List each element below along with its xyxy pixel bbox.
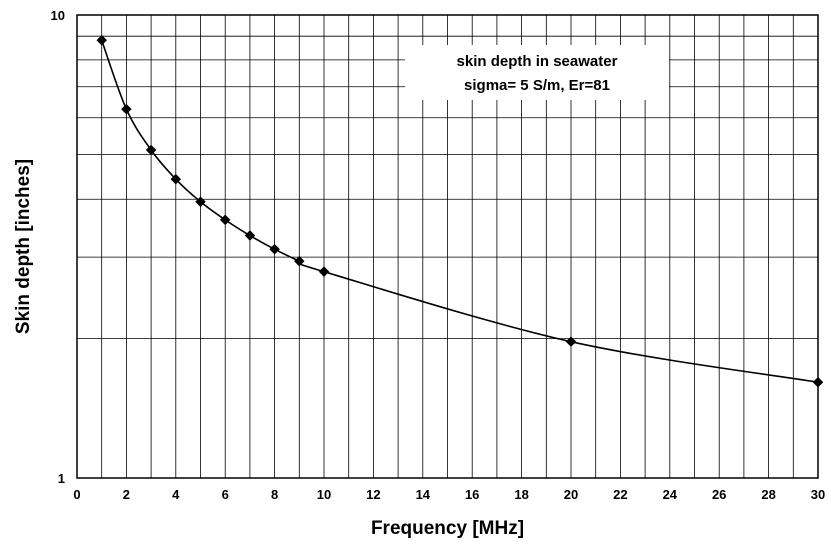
- y-tick-label: 1: [58, 471, 65, 486]
- x-axis-title: Frequency [MHz]: [371, 518, 524, 539]
- x-tick-label: 2: [123, 487, 130, 502]
- x-tick-label: 14: [416, 487, 431, 502]
- data-point-marker: [812, 376, 824, 388]
- x-tick-label: 18: [514, 487, 528, 502]
- grid-layer: [77, 15, 818, 478]
- x-tick-label: 6: [222, 487, 229, 502]
- data-point-marker: [244, 230, 256, 241]
- data-point-marker: [170, 173, 182, 185]
- x-tick-label: 4: [172, 487, 180, 502]
- x-tick-label: 26: [712, 487, 726, 502]
- x-tick-label: 30: [811, 487, 825, 502]
- x-tick-label: 10: [317, 487, 331, 502]
- x-tick-label: 0: [73, 487, 80, 502]
- annotation-line-1: skin depth in seawater: [457, 53, 618, 70]
- data-point-marker: [145, 144, 157, 156]
- x-tick-label: 8: [271, 487, 278, 502]
- x-tick-label: 28: [761, 487, 775, 502]
- data-point-marker: [96, 34, 108, 46]
- x-tick-label: 16: [465, 487, 479, 502]
- data-point-marker: [219, 214, 231, 226]
- data-point-marker: [565, 336, 577, 348]
- data-point-marker: [269, 243, 280, 255]
- x-tick-label: 22: [613, 487, 627, 502]
- x-tick-label: 12: [366, 487, 380, 502]
- y-axis-title: Skin depth [inches]: [13, 159, 34, 334]
- x-tick-label: 24: [663, 487, 678, 502]
- series-layer: [96, 34, 824, 388]
- data-point-marker: [121, 103, 132, 115]
- x-tick-label: 20: [564, 487, 578, 502]
- plot-area-border: [76, 14, 819, 479]
- y-tick-label: 10: [51, 8, 65, 23]
- annotation-line-2: sigma= 5 S/m, Er=81: [464, 77, 610, 94]
- annotation-box: skin depth in seawater sigma= 5 S/m, Er=…: [405, 45, 669, 100]
- data-point-marker: [195, 196, 206, 208]
- data-point-marker: [318, 266, 330, 278]
- data-point-marker: [293, 255, 305, 267]
